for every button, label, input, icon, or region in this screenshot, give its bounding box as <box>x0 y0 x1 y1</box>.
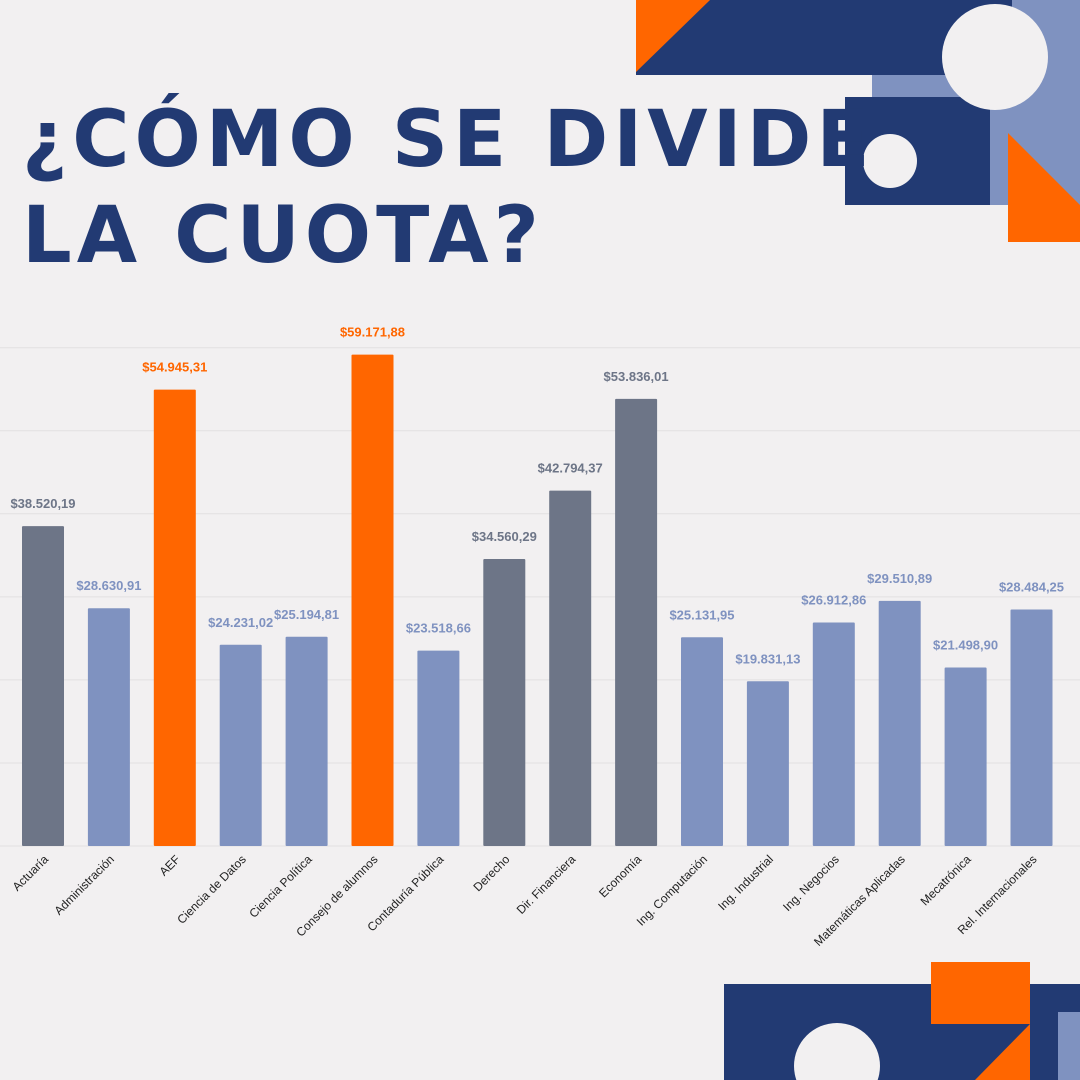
bar-8 <box>549 490 592 846</box>
deco-orange-triangle-bottom <box>975 1024 1030 1080</box>
value-label-0: $38.520,19 <box>10 496 75 511</box>
bar-9 <box>615 398 658 846</box>
category-label-9: Economía <box>596 852 644 900</box>
category-label-3: Ciencia de Datos <box>174 852 249 927</box>
value-label-8: $42.794,37 <box>538 461 603 476</box>
category-label-7: Derecho <box>470 852 512 894</box>
value-label-15: $28.484,25 <box>999 579 1064 594</box>
deco-periwinkle-bottom <box>1058 1012 1080 1080</box>
title-line-1: ¿CÓMO SE DIVIDE <box>22 95 875 185</box>
deco-orange-triangle-top <box>636 0 710 72</box>
value-label-9: $53.836,01 <box>604 369 669 384</box>
bar-6 <box>417 650 460 846</box>
page-title: ¿CÓMO SE DIVIDE LA CUOTA? <box>22 92 875 284</box>
deco-periwinkle-sliver <box>990 97 1012 205</box>
category-label-4: Ciencia Política <box>246 852 315 921</box>
category-label-0: Actuaría <box>10 852 52 894</box>
bar-3 <box>219 644 262 846</box>
value-label-14: $21.498,90 <box>933 637 998 652</box>
bar-4 <box>285 636 328 846</box>
deco-circle-small <box>863 134 917 188</box>
chart-bars <box>22 354 1053 846</box>
bar-11 <box>746 681 789 846</box>
value-label-12: $26.912,86 <box>801 592 866 607</box>
bar-15 <box>1010 609 1053 846</box>
bar-12 <box>812 622 855 846</box>
deco-orange-block-bottom <box>931 962 1030 1024</box>
bar-1 <box>87 608 130 846</box>
category-label-8: Dir. Financiera <box>514 852 579 917</box>
category-label-10: Ing. Computación <box>634 852 710 928</box>
deco-orange-triangle-right <box>1008 133 1080 242</box>
bar-10 <box>681 637 723 846</box>
value-label-11: $19.831,13 <box>735 651 800 666</box>
value-label-2: $54.945,31 <box>142 360 207 375</box>
deco-circle-large <box>942 4 1048 110</box>
value-label-10: $25.131,95 <box>669 607 734 622</box>
value-label-13: $29.510,89 <box>867 571 932 586</box>
bar-5 <box>351 354 394 846</box>
bar-0 <box>22 526 64 846</box>
category-label-11: Ing. Industrial <box>715 852 776 913</box>
bar-7 <box>483 558 526 846</box>
chart-value-labels: $38.520,19 $28.630,91 $54.945,31 $24.231,02… <box>10 325 1064 667</box>
value-label-7: $34.560,29 <box>472 529 537 544</box>
bar-chart: $38.520,19 $28.630,91 $54.945,31 $24.231,02… <box>0 325 1080 949</box>
value-label-5: $59.171,88 <box>340 325 405 340</box>
category-label-12: Ing. Negocios <box>780 852 842 914</box>
category-label-1: Administración <box>51 852 117 918</box>
bar-2 <box>153 389 196 846</box>
category-label-2: AEF <box>157 852 183 878</box>
value-label-4: $25.194,81 <box>274 607 339 622</box>
bar-13 <box>878 600 921 846</box>
value-label-1: $28.630,91 <box>76 578 141 593</box>
category-label-14: Mecatrónica <box>918 852 974 908</box>
value-label-6: $23.518,66 <box>406 621 471 636</box>
value-label-3: $24.231,02 <box>208 615 273 630</box>
deco-circle-bottom <box>794 1023 880 1080</box>
title-line-2: LA CUOTA? <box>22 191 544 281</box>
bar-14 <box>944 667 987 846</box>
